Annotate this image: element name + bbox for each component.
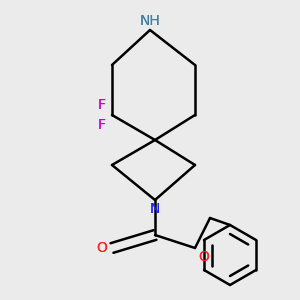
- Text: NH: NH: [140, 14, 160, 28]
- Text: F: F: [98, 98, 106, 112]
- Text: F: F: [98, 118, 106, 132]
- FancyBboxPatch shape: [106, 100, 118, 130]
- Text: O: O: [96, 241, 107, 255]
- Text: N: N: [150, 202, 160, 216]
- FancyBboxPatch shape: [105, 241, 119, 255]
- Text: F: F: [98, 118, 106, 132]
- FancyBboxPatch shape: [188, 241, 202, 255]
- Text: O: O: [198, 250, 209, 264]
- Text: N: N: [150, 202, 160, 216]
- Text: NH: NH: [140, 14, 160, 28]
- FancyBboxPatch shape: [139, 23, 161, 37]
- Text: F: F: [98, 98, 106, 112]
- Text: O: O: [198, 250, 209, 264]
- Text: O: O: [96, 241, 107, 255]
- FancyBboxPatch shape: [148, 193, 162, 207]
